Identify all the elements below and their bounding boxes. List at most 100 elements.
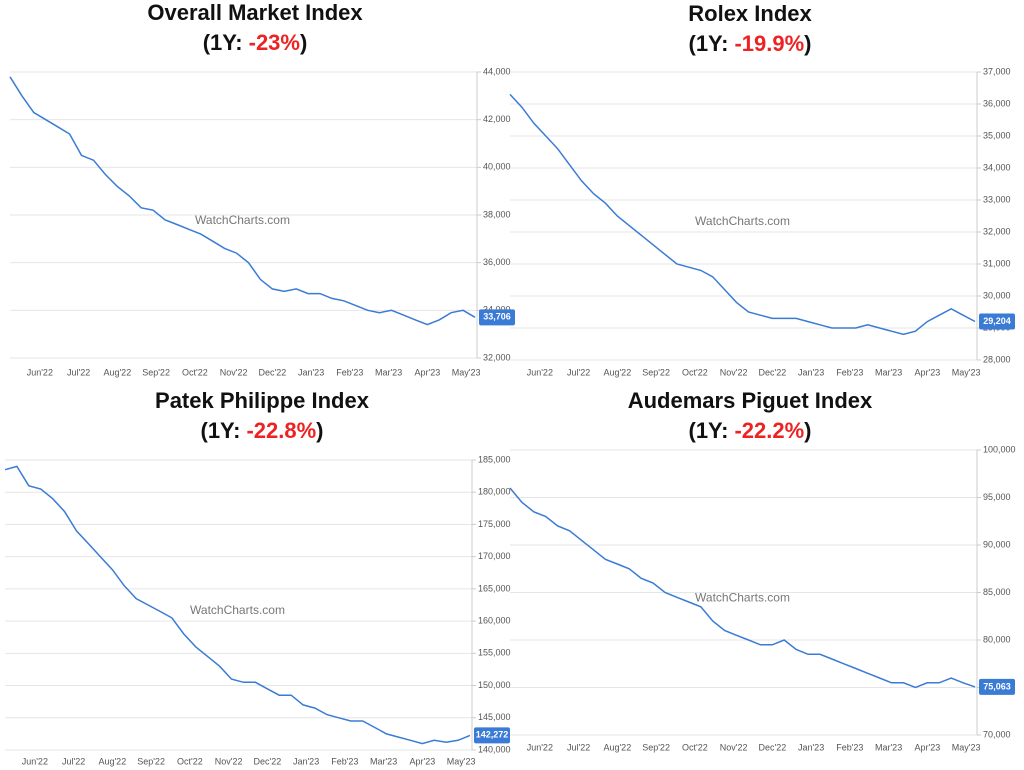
y-tick-label: 32,000 (983, 226, 1011, 236)
x-tick-label: Mar'23 (875, 367, 902, 377)
change-value: -22.2% (734, 418, 804, 443)
x-tick-label: Mar'23 (370, 756, 397, 766)
y-tick-label: 95,000 (983, 492, 1011, 502)
y-tick-label: 44,000 (483, 66, 511, 76)
value-label: 142,272 (476, 730, 509, 740)
value-label-box (979, 313, 1015, 330)
chart-title: Overall Market Index (147, 0, 363, 25)
y-tick-label: 165,000 (478, 583, 511, 593)
value-label-box (979, 678, 1015, 695)
y-tick-label: 100,000 (983, 444, 1016, 454)
x-tick-label: Apr'23 (414, 367, 440, 377)
x-tick-label: Sep'22 (642, 367, 670, 377)
x-tick-label: May'23 (452, 367, 481, 377)
x-tick-label: Aug'22 (603, 367, 631, 377)
x-tick-label: Oct'22 (682, 742, 708, 752)
x-tick-label: Aug'22 (603, 742, 631, 752)
x-tick-label: Mar'23 (875, 742, 902, 752)
y-tick-label: 175,000 (478, 519, 511, 529)
change-value: -19.9% (734, 31, 804, 56)
y-tick-label: 145,000 (478, 712, 511, 722)
change-value: -23% (249, 30, 300, 55)
index-line (4, 465, 471, 745)
subtitle-part: ) (804, 31, 811, 56)
x-tick-label: Oct'22 (177, 756, 203, 766)
chart-title: Rolex Index (688, 1, 812, 26)
x-tick-label: Dec'22 (253, 756, 281, 766)
x-tick-label: May'23 (952, 742, 981, 752)
watermark: WatchCharts.com (195, 213, 290, 227)
y-tick-label: 32,000 (483, 352, 511, 362)
chart-panel: Audemars Piguet Index (1Y: -22.2%) WatchCha… (509, 388, 1016, 752)
x-tick-label: Nov'22 (720, 367, 748, 377)
index-line (509, 93, 976, 336)
x-tick-label: Apr'23 (914, 367, 940, 377)
x-tick-label: Jan'23 (293, 756, 319, 766)
y-tick-label: 31,000 (983, 258, 1011, 268)
y-tick-label: 37,000 (983, 66, 1011, 76)
value-label: 33,706 (483, 312, 511, 322)
watermark: WatchCharts.com (190, 603, 285, 617)
y-tick-label: 36,000 (483, 257, 511, 267)
x-tick-label: Jul'22 (567, 742, 590, 752)
subtitle-part: ) (300, 30, 307, 55)
x-tick-label: Jun'22 (27, 367, 53, 377)
x-tick-label: Jun'22 (527, 742, 553, 752)
y-tick-label: 185,000 (478, 454, 511, 464)
chart-title: Audemars Piguet Index (628, 388, 873, 413)
x-tick-label: Jul'22 (67, 367, 90, 377)
y-tick-label: 85,000 (983, 587, 1011, 597)
y-tick-label: 180,000 (478, 487, 511, 497)
x-tick-label: Sep'22 (137, 756, 165, 766)
value-label-box (479, 309, 515, 326)
subtitle-part: ) (316, 418, 323, 443)
y-tick-label: 90,000 (983, 539, 1011, 549)
x-tick-label: Jun'22 (22, 756, 48, 766)
change-value: -22.8% (246, 418, 316, 443)
watermark: WatchCharts.com (695, 214, 790, 228)
y-tick-label: 140,000 (478, 744, 511, 754)
index-line (9, 76, 476, 326)
subtitle-part: (1Y: (201, 418, 241, 443)
y-tick-label: 33,000 (983, 194, 1011, 204)
x-tick-label: Aug'22 (103, 367, 131, 377)
index-line (509, 487, 976, 689)
chart-subtitle: (1Y: -19.9%) (689, 31, 812, 56)
x-tick-label: Feb'23 (331, 756, 358, 766)
x-tick-label: Oct'22 (182, 367, 208, 377)
x-tick-label: Jan'23 (798, 367, 824, 377)
subtitle-part: (1Y: (689, 31, 729, 56)
subtitle-part: (1Y: (203, 30, 243, 55)
x-tick-label: Jun'22 (527, 367, 553, 377)
x-tick-label: Sep'22 (642, 742, 670, 752)
y-tick-label: 34,000 (983, 162, 1011, 172)
y-tick-label: 170,000 (478, 551, 511, 561)
y-tick-label: 80,000 (983, 634, 1011, 644)
chart-panel: Overall Market Index (1Y: -23%) WatchCharts… (9, 0, 515, 377)
x-tick-label: Jan'23 (298, 367, 324, 377)
x-tick-label: Mar'23 (375, 367, 402, 377)
x-tick-label: Jul'22 (567, 367, 590, 377)
y-tick-label: 35,000 (983, 130, 1011, 140)
y-tick-label: 160,000 (478, 615, 511, 625)
x-tick-label: Apr'23 (409, 756, 435, 766)
x-tick-label: Jul'22 (62, 756, 85, 766)
x-tick-label: Jan'23 (798, 742, 824, 752)
y-tick-label: 30,000 (983, 290, 1011, 300)
y-tick-label: 150,000 (478, 680, 511, 690)
x-tick-label: Nov'22 (720, 742, 748, 752)
y-tick-label: 36,000 (983, 98, 1011, 108)
chart-subtitle: (1Y: -23%) (203, 30, 308, 55)
chart-panel: Patek Philippe Index (1Y: -22.8%) WatchChar… (4, 388, 511, 766)
value-label-box (474, 727, 510, 744)
value-label: 75,063 (983, 681, 1011, 691)
x-tick-label: May'23 (447, 756, 476, 766)
x-tick-label: Dec'22 (758, 367, 786, 377)
value-label: 29,204 (983, 316, 1011, 326)
watermark: WatchCharts.com (695, 590, 790, 604)
x-tick-label: Dec'22 (758, 742, 786, 752)
y-tick-label: 38,000 (483, 209, 511, 219)
x-tick-label: Nov'22 (220, 367, 248, 377)
y-tick-label: 40,000 (483, 162, 511, 172)
